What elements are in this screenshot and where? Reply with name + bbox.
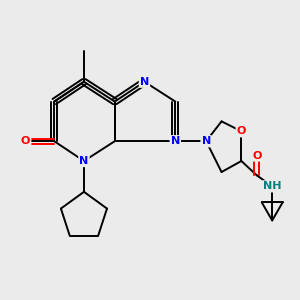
Text: N: N — [79, 156, 88, 166]
Text: N: N — [171, 136, 180, 146]
Text: N: N — [140, 77, 149, 87]
Text: N: N — [202, 136, 211, 146]
Text: O: O — [237, 126, 246, 136]
Text: NH: NH — [263, 181, 281, 191]
Text: O: O — [21, 136, 30, 146]
Text: O: O — [252, 151, 262, 160]
